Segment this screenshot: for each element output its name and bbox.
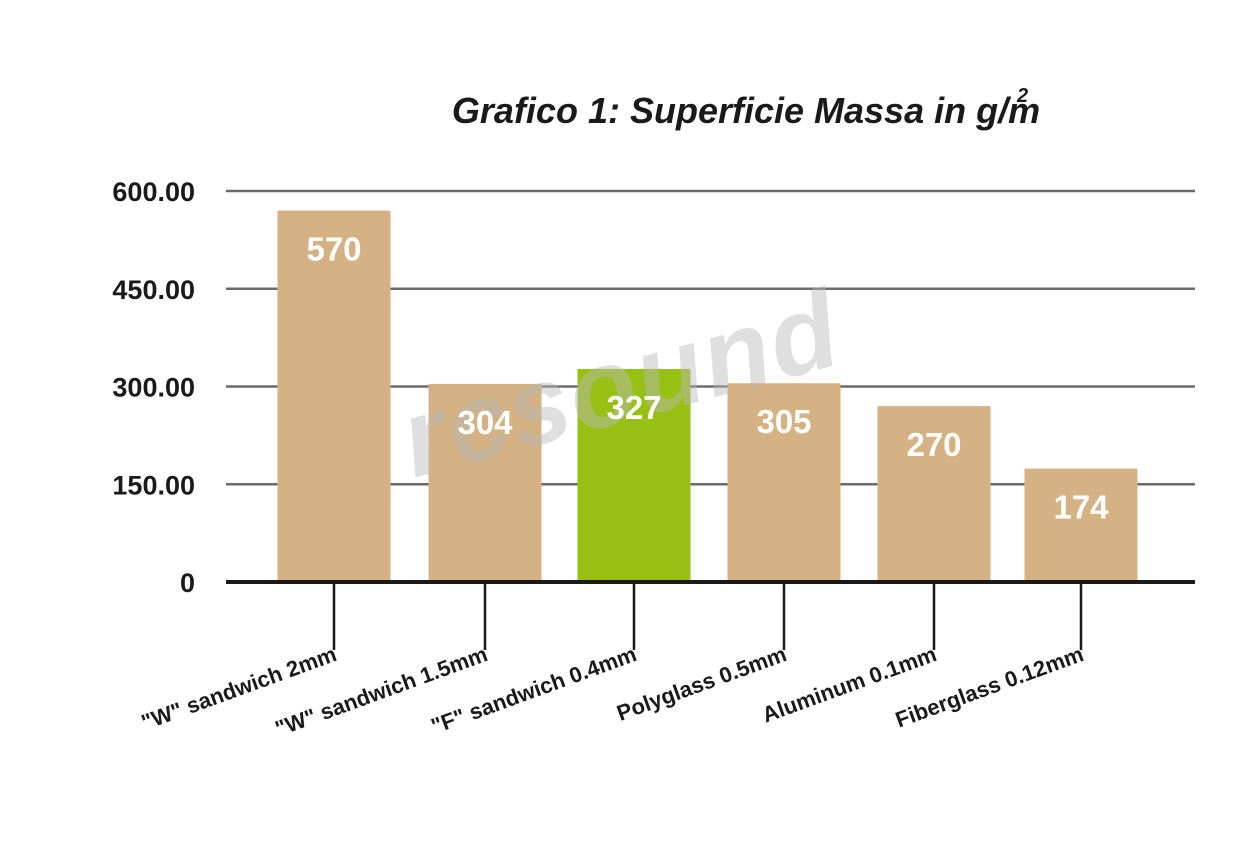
chart-title: Grafico 1: Superficie Massa in g/m <box>452 90 1040 131</box>
y-tick-label: 600.00 <box>112 177 195 207</box>
bar-value-label: 174 <box>1053 489 1109 526</box>
chart-title-main: Grafico 1: Superficie Massa in g/m <box>452 90 1040 131</box>
bar <box>577 368 691 582</box>
bar <box>277 210 391 583</box>
bar-value-label: 327 <box>606 389 661 426</box>
bar-value-label: 570 <box>306 231 361 268</box>
y-tick-label: 300.00 <box>112 373 195 403</box>
data-labels: 570 304 327 305 270 174 <box>306 231 1109 526</box>
chart-title-superscript: 2 <box>1016 85 1028 107</box>
title-group: Grafico 1: Superficie Massa in g/m 2 <box>452 85 1040 131</box>
bar <box>877 406 991 582</box>
bar <box>727 383 841 582</box>
bar-value-label: 304 <box>457 404 513 441</box>
bar <box>1024 468 1138 582</box>
bar-value-label: 305 <box>756 403 811 440</box>
bars <box>277 210 1138 583</box>
y-tick-label: 150.00 <box>112 470 195 500</box>
bar <box>428 383 542 582</box>
bar-value-label: 270 <box>906 426 961 463</box>
y-tick-label: 450.00 <box>112 275 195 305</box>
y-tick-label: 0 <box>180 568 195 598</box>
